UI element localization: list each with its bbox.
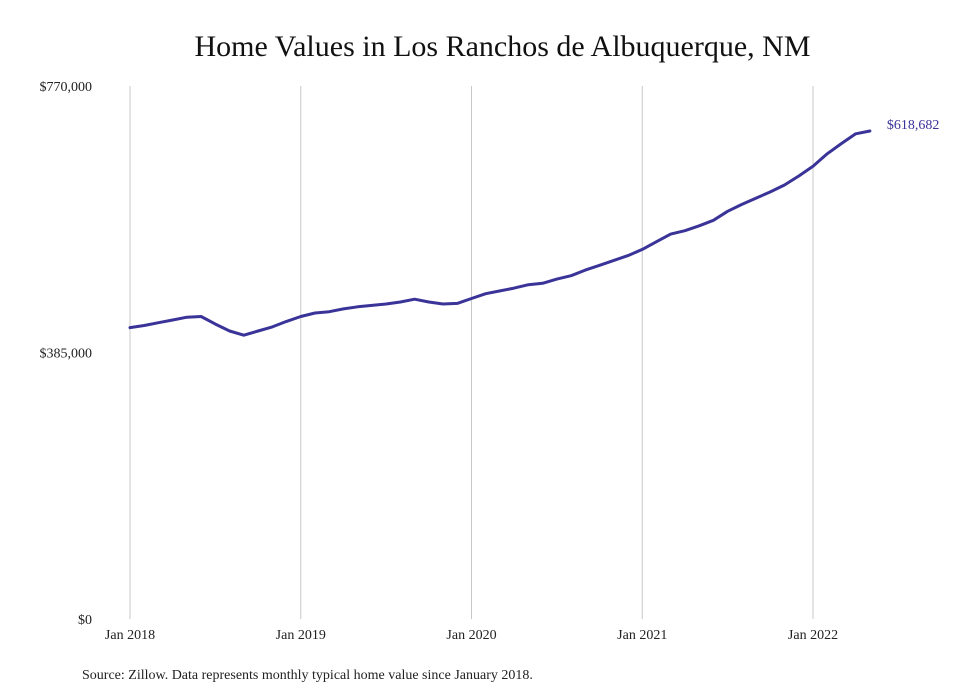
y-tick-label: $770,000 [40,80,93,95]
y-axis-ticks: $0 $385,000 $770,000 [40,80,93,628]
series-line [128,129,872,337]
x-tick-label: Jan 2018 [105,628,155,643]
x-tick-label: Jan 2021 [617,628,667,643]
grid-lines [129,86,814,619]
chart-title: Home Values in Los Ranchos de Albuquerqu… [194,30,811,63]
y-tick-label: $0 [78,613,92,628]
y-tick-label: $385,000 [40,347,93,362]
source-note: Source: Zillow. Data represents monthly … [82,668,533,683]
end-value-label: $618,682 [887,118,940,133]
x-axis-ticks: Jan 2018 Jan 2019 Jan 2020 Jan 2021 Jan 2022 [105,628,838,643]
x-tick-label: Jan 2019 [276,628,326,643]
x-tick-label: Jan 2020 [446,628,496,643]
x-tick-label: Jan 2022 [788,628,838,643]
